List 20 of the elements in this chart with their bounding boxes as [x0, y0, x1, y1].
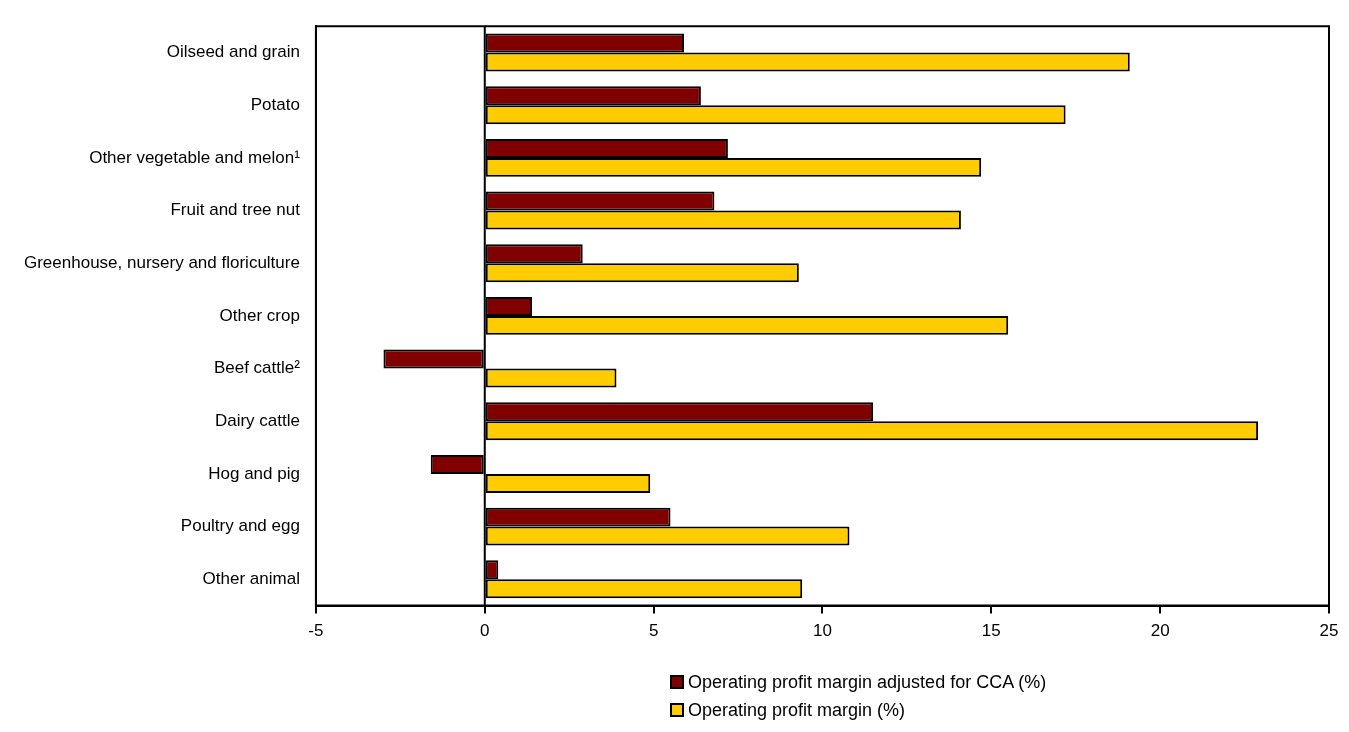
- x-tick-label: 25: [1319, 621, 1339, 641]
- y-tick-label: Other animal: [202, 568, 300, 588]
- y-tick-label: Poultry and egg: [180, 516, 300, 536]
- y-tick-label: Beef cattle²: [213, 358, 301, 378]
- y-tick-label: Greenhouse, nursery and floriculture: [23, 252, 300, 272]
- y-tick-label: Oilseed and grain: [166, 42, 300, 62]
- y-tick-label: Potato: [250, 94, 300, 114]
- legend-label: Operating profit margin (%): [688, 699, 906, 721]
- x-tick-label: -5: [308, 621, 324, 641]
- x-tick-label: 20: [1150, 621, 1170, 641]
- x-tick-label: 0: [480, 621, 490, 641]
- y-tick-label: Fruit and tree nut: [170, 200, 301, 220]
- y-tick-label: Other crop: [219, 305, 300, 325]
- y-tick-label: Other vegetable and melon¹: [89, 147, 301, 167]
- y-tick-label: Dairy cattle: [214, 410, 300, 430]
- x-tick-label: 10: [813, 621, 832, 641]
- x-tick-label: 5: [648, 621, 659, 641]
- y-tick-label: Hog and pig: [208, 463, 300, 483]
- legend-label: Operating profit margin adjusted for CCA (%): [688, 671, 1047, 693]
- x-tick-label: 15: [981, 621, 1001, 641]
